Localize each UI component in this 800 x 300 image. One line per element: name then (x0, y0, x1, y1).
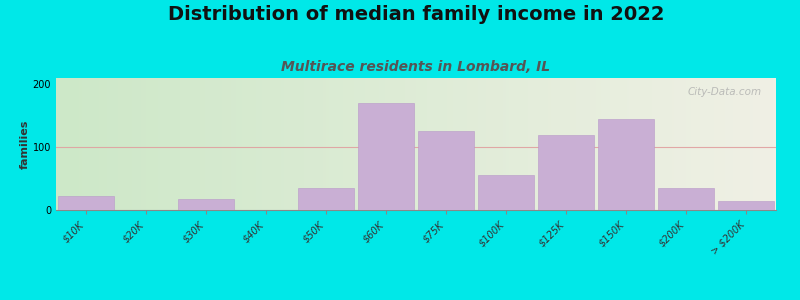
Bar (718, 201, 774, 210)
Bar (178, 199, 234, 210)
Bar (298, 188, 354, 210)
Bar (58, 196, 114, 210)
Bar (538, 135, 594, 210)
Text: Distribution of median family income in 2022: Distribution of median family income in … (168, 4, 664, 23)
Bar (658, 188, 714, 210)
Bar (418, 131, 474, 210)
Bar (598, 119, 654, 210)
Text: City-Data.com: City-Data.com (687, 87, 762, 97)
Y-axis label: families: families (20, 119, 30, 169)
Text: Multirace residents in Lombard, IL: Multirace residents in Lombard, IL (282, 60, 550, 74)
Bar (358, 103, 414, 210)
Bar (478, 176, 534, 210)
